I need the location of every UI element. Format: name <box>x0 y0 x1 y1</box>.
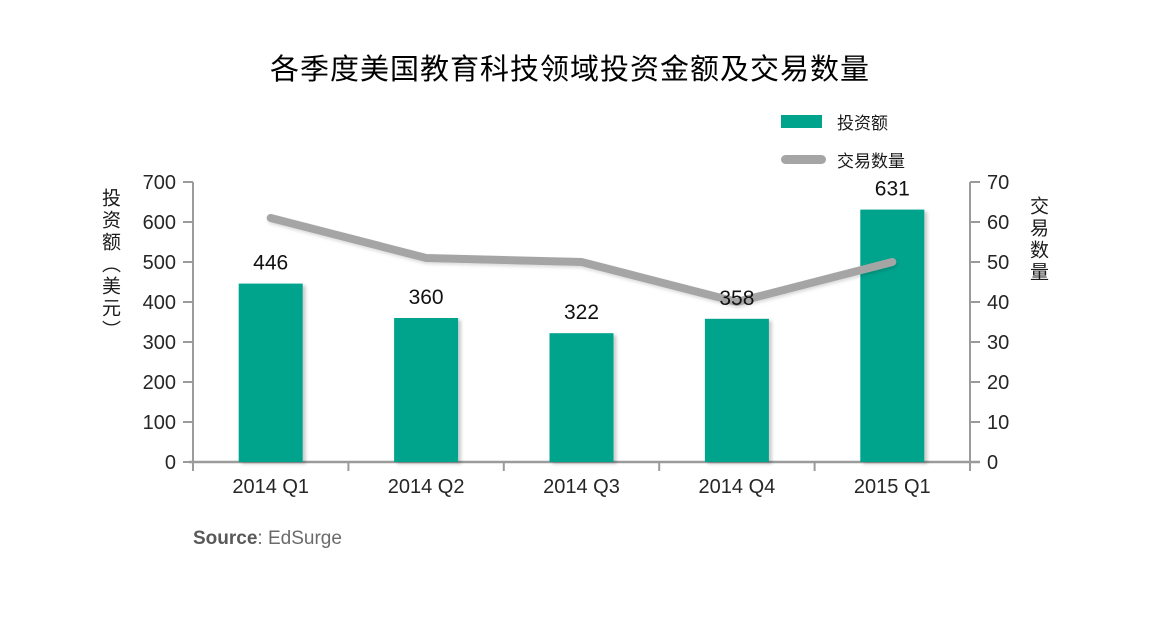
bar-series-swatch <box>781 115 822 128</box>
deals-line <box>266 214 897 306</box>
right-axis-tick-label: 40 <box>987 292 1009 314</box>
legend-label-deals: 交易数量 <box>837 152 905 171</box>
x-axis-category-label: 2014 Q3 <box>543 476 620 498</box>
right-axis-tick-label: 60 <box>987 212 1009 234</box>
left-axis-tick-label: 200 <box>143 372 176 394</box>
left-axis-tick-label: 100 <box>143 412 176 434</box>
bar <box>704 318 769 462</box>
bar <box>394 318 459 462</box>
x-axis-category-label: 2015 Q1 <box>854 476 931 498</box>
bar-value-label: 446 <box>253 252 288 275</box>
bar <box>238 283 303 462</box>
x-axis-category-label: 2014 Q4 <box>699 476 776 498</box>
legend-label-investment: 投资额 <box>837 114 888 133</box>
bar-value-label: 360 <box>409 286 444 309</box>
left-axis-tick-label: 400 <box>143 292 176 314</box>
right-axis-tick-label: 0 <box>987 452 998 474</box>
legend-item-investment: 投资额 <box>781 109 905 134</box>
left-axis-tick-label: 700 <box>143 172 176 194</box>
right-axis-tick-label: 50 <box>987 252 1009 274</box>
x-axis-category-label: 2014 Q2 <box>388 476 465 498</box>
left-axis-tick-label: 300 <box>143 332 176 354</box>
right-axis-title: 交易数量 <box>1027 196 1048 284</box>
left-axis-tick-label: 600 <box>143 212 176 234</box>
source-note: Source: EdSurge <box>193 528 342 550</box>
data-labels: 0 100 200 300 400 500 600 700 0 10 20 30 40 50 60 70 201… <box>143 172 1010 498</box>
left-axis-tick-label: 500 <box>143 252 176 274</box>
source-label: Source <box>193 528 258 549</box>
bar <box>549 333 614 462</box>
right-axis-tick-label: 70 <box>987 172 1009 194</box>
legend-swatch-column <box>781 115 837 128</box>
bar-value-label: 631 <box>875 178 910 201</box>
right-axis-tick-label: 20 <box>987 372 1009 394</box>
line-series-swatch <box>781 155 826 164</box>
bar-value-label: 358 <box>719 287 754 310</box>
x-axis-category-label: 2014 Q1 <box>232 476 309 498</box>
bar-value-label: 322 <box>564 301 599 324</box>
legend-swatch-column <box>781 155 837 164</box>
right-axis-tick-label: 10 <box>987 412 1009 434</box>
right-axis-tick-label: 30 <box>987 332 1009 354</box>
legend: 投资额 交易数量 <box>781 109 905 172</box>
bar-series <box>238 209 925 462</box>
source-value: : EdSurge <box>257 528 342 549</box>
left-axis-title: 投资额（美元） <box>99 188 120 342</box>
left-axis-tick-label: 0 <box>165 452 176 474</box>
line-series <box>266 214 897 306</box>
chart-title: 各季度美国教育科技领域投资金额及交易数量 <box>269 54 870 86</box>
bar <box>860 209 925 462</box>
legend-item-deals: 交易数量 <box>781 147 905 172</box>
